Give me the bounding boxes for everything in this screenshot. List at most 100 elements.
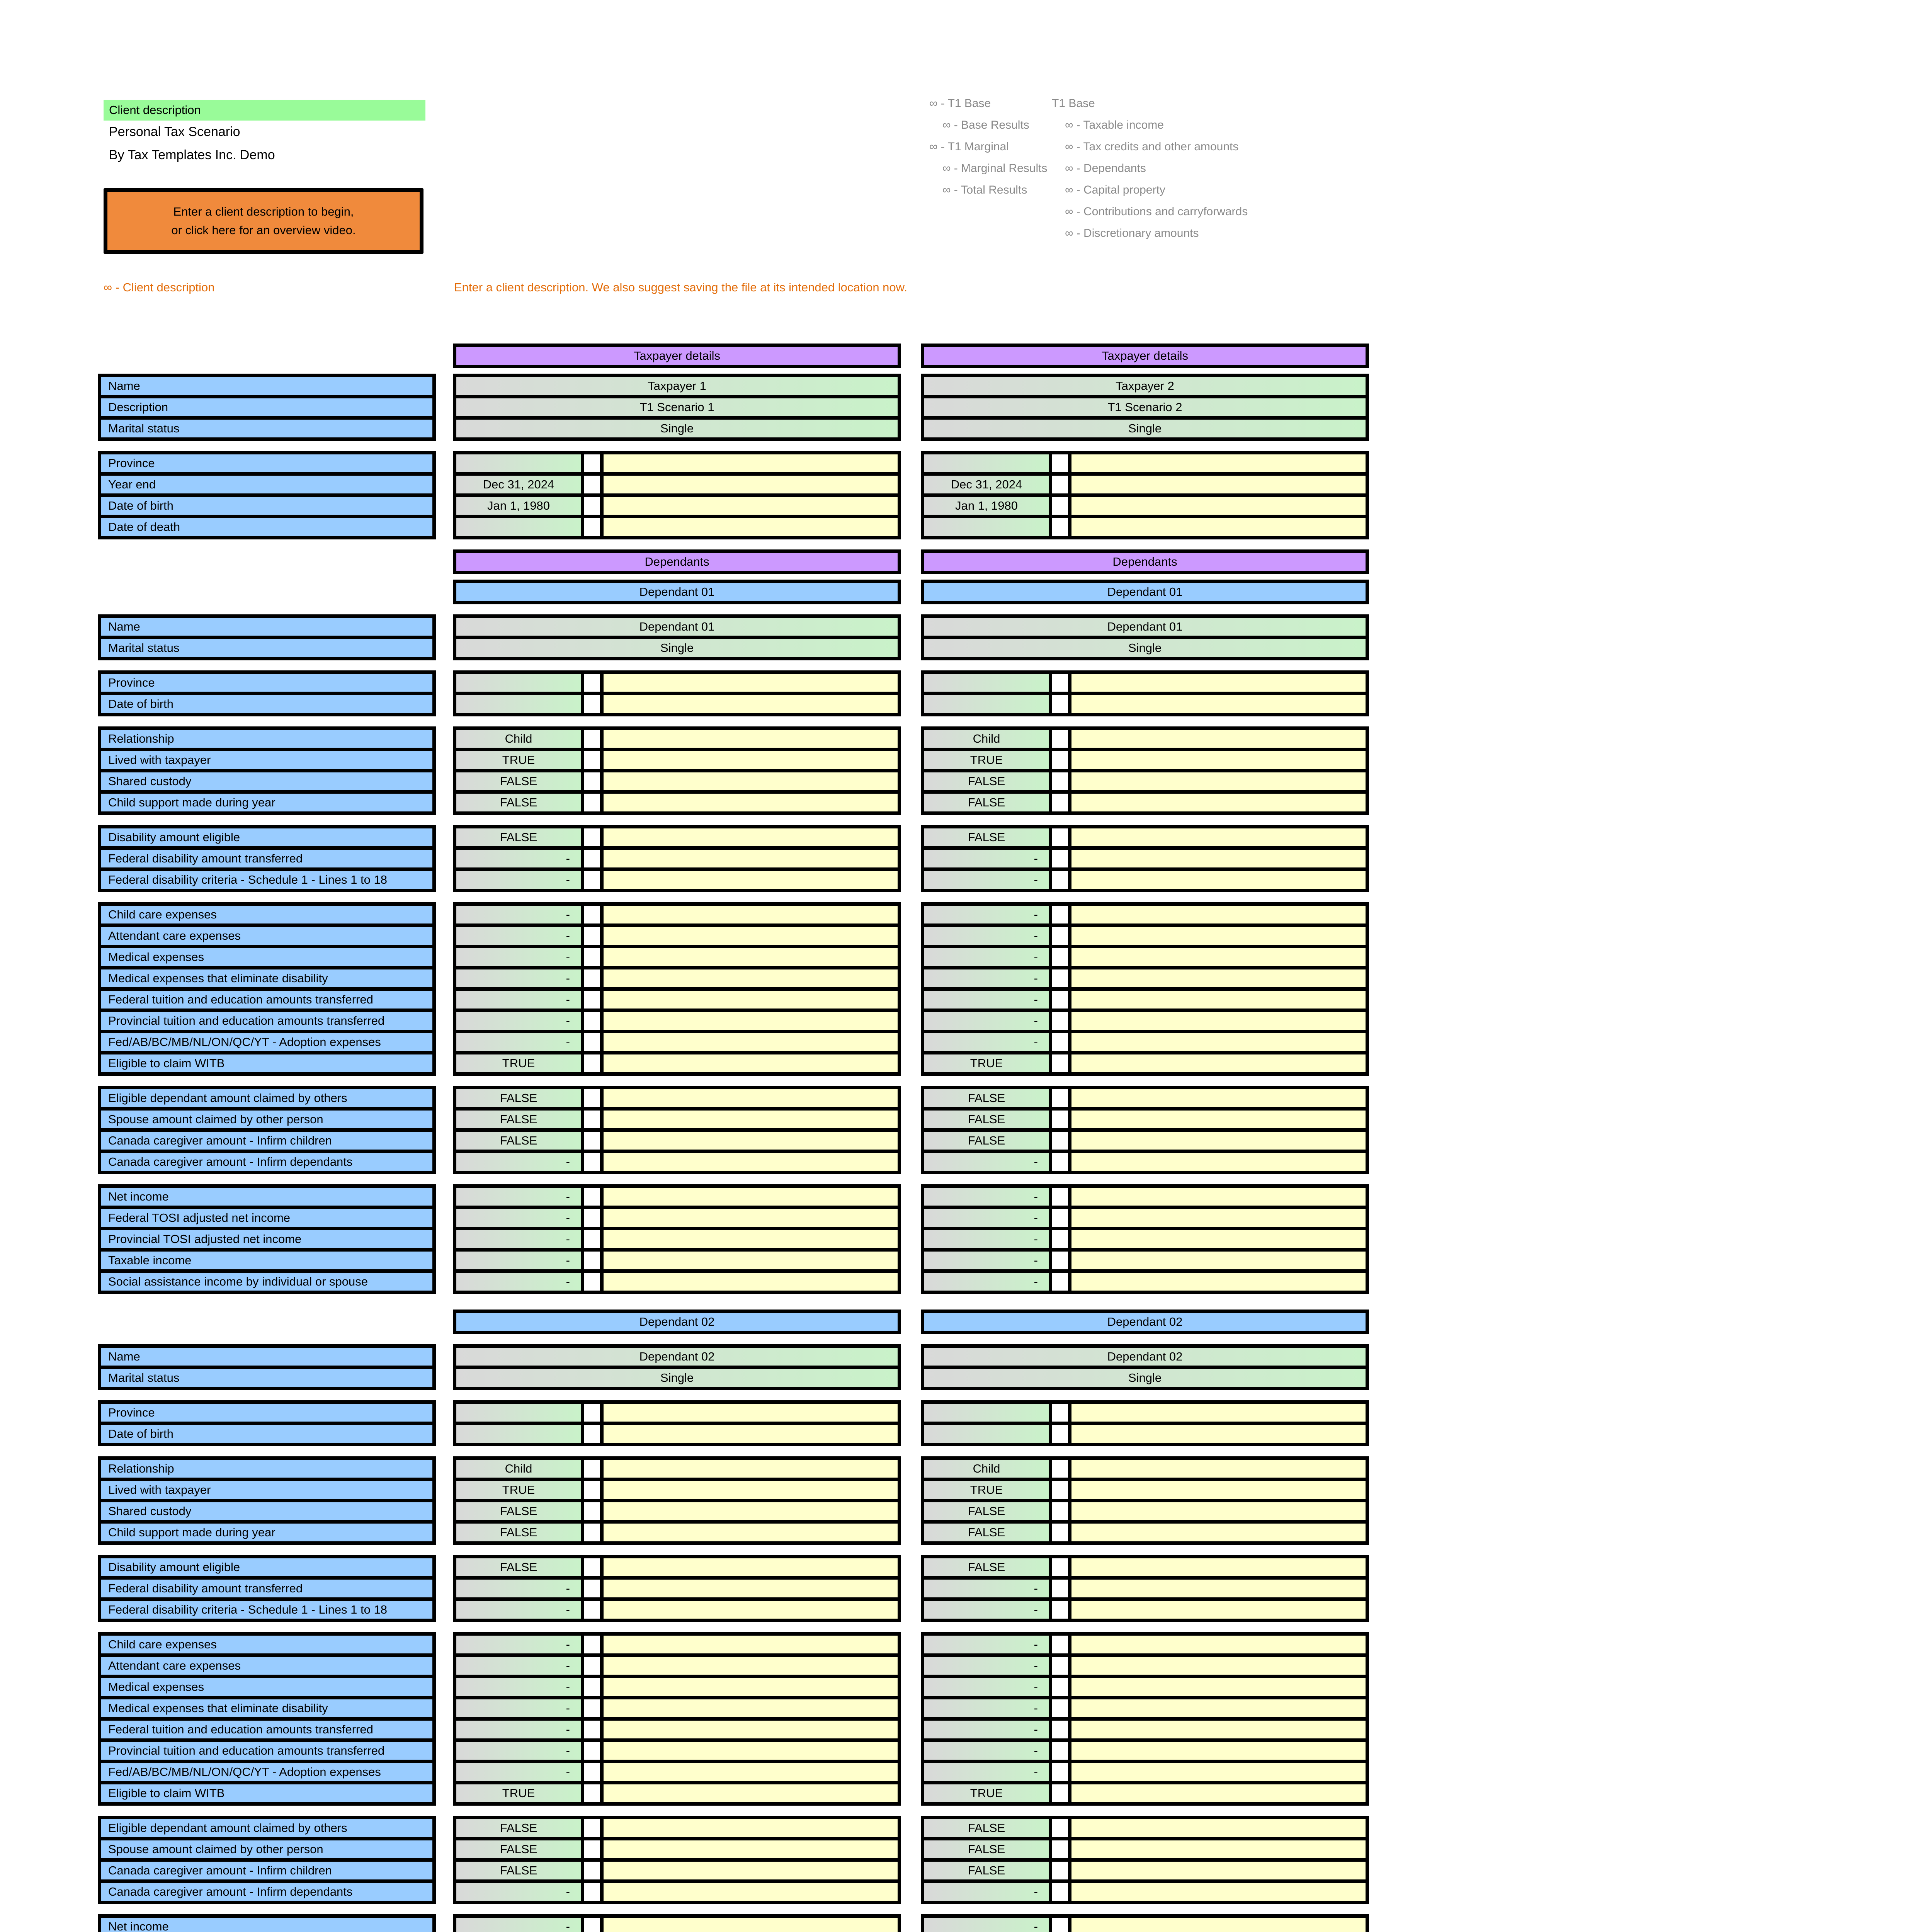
comment-cell[interactable] <box>1068 1763 1366 1781</box>
comment-cell[interactable] <box>1068 674 1366 692</box>
comment-cell[interactable] <box>600 1089 898 1107</box>
comment-cell[interactable] <box>1068 1460 1366 1478</box>
value-cell[interactable]: TRUE <box>456 1784 584 1802</box>
overview-video-button[interactable]: Enter a client description to begin, or … <box>104 188 423 254</box>
comment-cell[interactable] <box>600 1819 898 1837</box>
value-cell[interactable]: FALSE <box>456 828 584 846</box>
value-cell[interactable]: TRUE <box>456 1054 584 1072</box>
value-cell[interactable]: - <box>456 991 584 1009</box>
comment-cell[interactable] <box>1068 1721 1366 1738</box>
value-cell[interactable]: Single <box>453 1366 901 1390</box>
comment-cell[interactable] <box>1068 1840 1366 1858</box>
comment-cell[interactable] <box>1068 1636 1366 1653</box>
value-cell[interactable]: FALSE <box>924 1111 1052 1128</box>
comment-cell[interactable] <box>1068 794 1366 811</box>
value-cell[interactable]: FALSE <box>456 1862 584 1879</box>
value-cell[interactable]: Single <box>921 416 1369 441</box>
value-cell[interactable]: FALSE <box>456 1558 584 1576</box>
value-cell[interactable]: - <box>456 1209 584 1227</box>
value-cell[interactable]: Child <box>456 730 584 748</box>
value-cell[interactable] <box>924 518 1052 536</box>
comment-cell[interactable] <box>600 1657 898 1675</box>
comment-cell[interactable] <box>1068 1273 1366 1291</box>
value-cell[interactable]: FALSE <box>456 1111 584 1128</box>
value-cell[interactable]: - <box>924 1153 1052 1171</box>
comment-cell[interactable] <box>600 1054 898 1072</box>
comment-cell[interactable] <box>600 794 898 811</box>
comment-cell[interactable] <box>1068 1188 1366 1206</box>
comment-cell[interactable] <box>1068 1111 1366 1128</box>
value-cell[interactable]: - <box>456 1721 584 1738</box>
nav-link[interactable]: ∞ - Discretionary amounts <box>1065 227 1199 240</box>
comment-cell[interactable] <box>600 1252 898 1269</box>
value-cell[interactable]: TRUE <box>456 751 584 769</box>
value-cell[interactable]: - <box>924 1252 1052 1269</box>
value-cell[interactable]: FALSE <box>924 1862 1052 1879</box>
value-cell[interactable]: - <box>924 1273 1052 1291</box>
value-cell[interactable]: - <box>456 1153 584 1171</box>
comment-cell[interactable] <box>1068 1862 1366 1879</box>
comment-cell[interactable] <box>1068 772 1366 790</box>
value-cell[interactable]: Child <box>456 1460 584 1478</box>
value-cell[interactable]: - <box>924 1209 1052 1227</box>
nav-link[interactable]: ∞ - Capital property <box>1065 184 1165 196</box>
comment-cell[interactable] <box>1068 1883 1366 1901</box>
comment-cell[interactable] <box>600 1558 898 1576</box>
comment-cell[interactable] <box>1068 1502 1366 1520</box>
comment-cell[interactable] <box>1068 1209 1366 1227</box>
value-cell[interactable]: - <box>456 969 584 987</box>
comment-cell[interactable] <box>600 1721 898 1738</box>
value-cell[interactable]: - <box>456 948 584 966</box>
comment-cell[interactable] <box>1068 1054 1366 1072</box>
nav-link[interactable]: ∞ - Total Results <box>942 184 1027 196</box>
value-cell[interactable]: - <box>456 1678 584 1696</box>
comment-cell[interactable] <box>1068 828 1366 846</box>
comment-cell[interactable] <box>600 772 898 790</box>
value-cell[interactable]: - <box>924 1918 1052 1932</box>
comment-cell[interactable] <box>1068 1742 1366 1760</box>
value-cell[interactable]: FALSE <box>924 1089 1052 1107</box>
comment-cell[interactable] <box>1068 476 1366 493</box>
value-cell[interactable]: FALSE <box>456 1819 584 1837</box>
comment-cell[interactable] <box>600 1918 898 1932</box>
value-cell[interactable]: - <box>456 1918 584 1932</box>
comment-cell[interactable] <box>1068 1132 1366 1150</box>
value-cell[interactable]: - <box>924 1230 1052 1248</box>
value-cell[interactable]: - <box>456 1230 584 1248</box>
comment-cell[interactable] <box>1068 1230 1366 1248</box>
value-cell[interactable]: - <box>924 850 1052 867</box>
value-cell[interactable] <box>924 1425 1052 1443</box>
comment-cell[interactable] <box>1068 906 1366 923</box>
value-cell[interactable]: FALSE <box>924 794 1052 811</box>
comment-cell[interactable] <box>1068 518 1366 536</box>
comment-cell[interactable] <box>600 1111 898 1128</box>
value-cell[interactable] <box>924 674 1052 692</box>
value-cell[interactable]: - <box>924 1012 1052 1030</box>
value-cell[interactable]: Dependant 02 <box>453 1344 901 1369</box>
value-cell[interactable]: - <box>456 1699 584 1717</box>
comment-cell[interactable] <box>600 1404 898 1422</box>
comment-cell[interactable] <box>1068 850 1366 867</box>
comment-cell[interactable] <box>600 1524 898 1541</box>
comment-cell[interactable] <box>1068 1012 1366 1030</box>
comment-cell[interactable] <box>600 454 898 472</box>
comment-cell[interactable] <box>600 1188 898 1206</box>
value-cell[interactable] <box>456 674 584 692</box>
comment-cell[interactable] <box>1068 871 1366 889</box>
value-cell[interactable]: FALSE <box>924 1524 1052 1541</box>
value-cell[interactable]: - <box>456 1252 584 1269</box>
comment-cell[interactable] <box>1068 1678 1366 1696</box>
value-cell[interactable]: - <box>456 927 584 945</box>
value-cell[interactable]: - <box>456 1763 584 1781</box>
value-cell[interactable]: FALSE <box>924 1502 1052 1520</box>
comment-cell[interactable] <box>1068 1657 1366 1675</box>
value-cell[interactable]: TRUE <box>924 1054 1052 1072</box>
value-cell[interactable]: FALSE <box>456 1840 584 1858</box>
value-cell[interactable]: FALSE <box>924 1840 1052 1858</box>
value-cell[interactable]: - <box>924 1657 1052 1675</box>
comment-cell[interactable] <box>600 497 898 515</box>
value-cell[interactable]: Dec 31, 2024 <box>924 476 1052 493</box>
value-cell[interactable]: - <box>924 1033 1052 1051</box>
comment-cell[interactable] <box>1068 1089 1366 1107</box>
value-cell[interactable]: - <box>924 969 1052 987</box>
